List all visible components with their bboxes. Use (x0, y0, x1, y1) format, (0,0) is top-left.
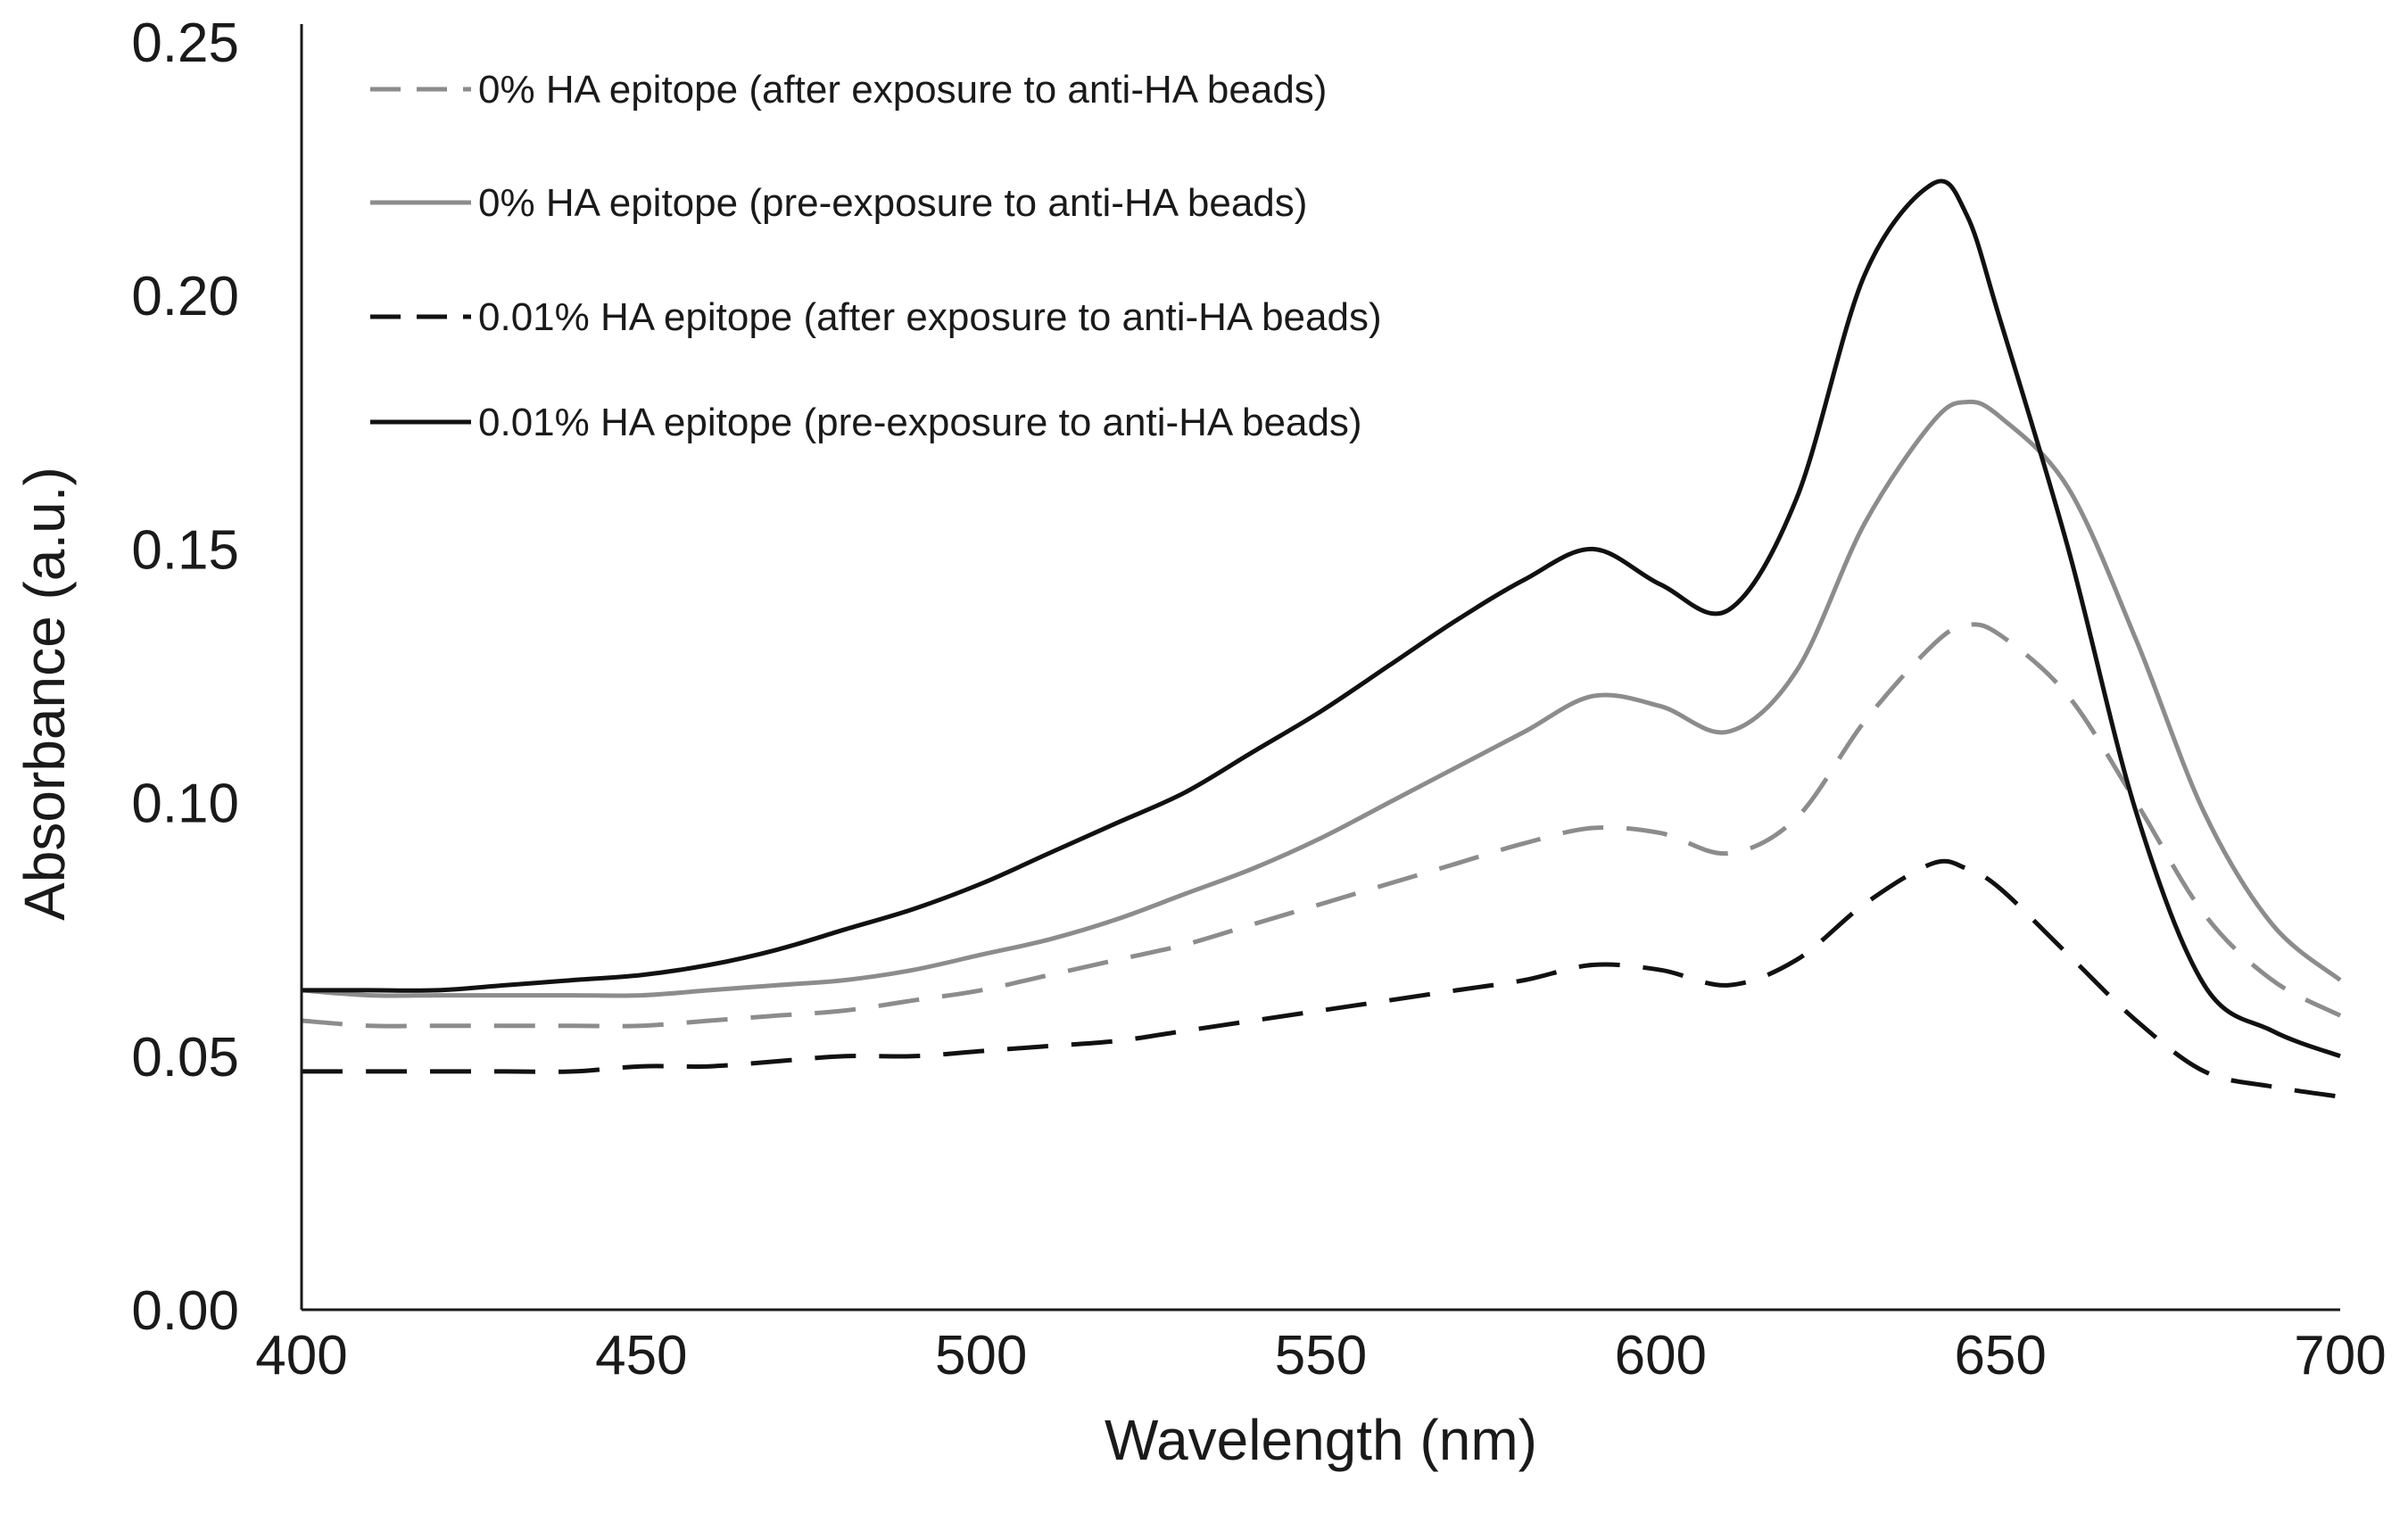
y-axis-title: Absorbance (a.u.) (12, 467, 77, 921)
x-tick-label: 500 (935, 1325, 1027, 1386)
x-tick-label: 700 (2294, 1325, 2386, 1386)
x-tick-label: 550 (1275, 1325, 1367, 1386)
y-tick-label: 0.00 (131, 1280, 239, 1342)
series-layer (301, 178, 2342, 1099)
x-axis-title: Wavelength (nm) (1105, 1408, 1537, 1472)
series-line-001pct-pre (302, 178, 2341, 1059)
y-tick-label: 0.05 (131, 1027, 239, 1088)
series-line-0pct-pre (301, 399, 2342, 998)
x-tick-label: 400 (255, 1325, 347, 1386)
legend: 0% HA epitope (after exposure to anti-HA… (370, 68, 1382, 444)
legend-label-001pct-after: 0.01% HA epitope (after exposure to anti… (478, 295, 1382, 339)
y-tick-label: 0.20 (131, 266, 239, 327)
x-tick-label: 650 (1954, 1325, 2046, 1386)
series-line-001pct-after (301, 858, 2341, 1099)
y-tick-label: 0.15 (131, 519, 239, 581)
x-axis-ticks: 400 450 500 550 600 650 700 (255, 1325, 2386, 1386)
series-line-0pct-after (301, 622, 2342, 1029)
legend-label-0pct-pre: 0% HA epitope (pre-exposure to anti-HA b… (478, 181, 1307, 225)
legend-label-0pct-after: 0% HA epitope (after exposure to anti-HA… (478, 68, 1327, 112)
plot-area (300, 24, 2342, 1312)
x-tick-label: 450 (595, 1325, 687, 1386)
x-tick-label: 600 (1615, 1325, 1707, 1386)
y-tick-label: 0.25 (131, 12, 239, 74)
legend-label-001pct-pre: 0.01% HA epitope (pre-exposure to anti-H… (478, 401, 1362, 444)
y-axis-ticks: 0.00 0.05 0.10 0.15 0.20 0.25 (131, 12, 239, 1342)
y-tick-label: 0.10 (131, 774, 239, 835)
